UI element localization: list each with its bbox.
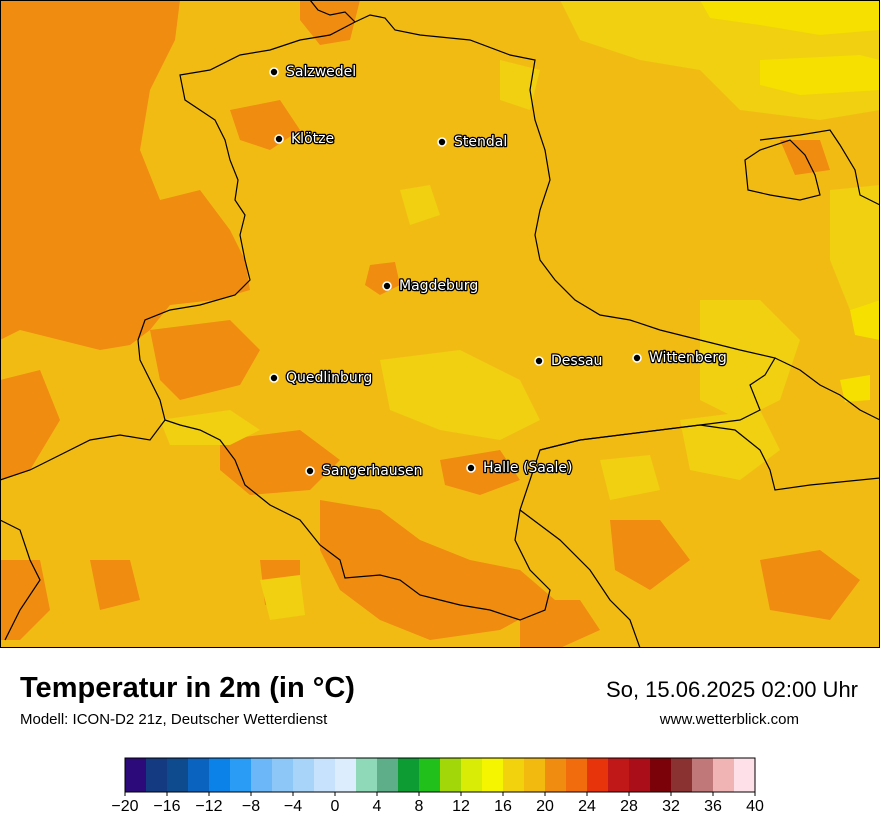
south-border [519,509,641,648]
legend-tick-label: 0 [331,798,340,815]
model-info: Modell: ICON-D2 21z, Deutscher Wetterdie… [20,711,328,728]
legend-tick-label: −16 [153,798,180,815]
legend-swatch [566,758,588,792]
city-label: Salzwedel [286,64,356,80]
legend-tick-label: 32 [662,798,680,815]
city-dot [274,134,284,144]
city-dot [437,137,447,147]
legend-swatch [272,758,294,792]
legend-swatch [482,758,504,792]
city-salzwedel: Salzwedel [269,63,357,81]
legend-swatch [251,758,273,792]
brandenburg-border-east [759,129,880,206]
city-dot [269,67,279,77]
legend-tick-label: 8 [415,798,424,815]
map-title: Temperatur in 2m (in °C) [20,672,355,704]
city-label: Klötze [291,131,334,147]
legend-tick-label: 12 [452,798,470,815]
legend-tick-label: 4 [373,798,382,815]
city-quedlinburg: Quedlinburg [269,369,374,387]
legend-swatch [356,758,378,792]
legend-swatch [608,758,630,792]
legend-swatch [734,758,756,792]
east-border-2 [774,357,880,421]
bright-yellow-areas [700,0,880,402]
thuringia-border-west [0,419,166,481]
legend-tick-label: −4 [284,798,302,815]
legend-swatches [124,757,756,793]
city-stendal: Stendal [437,133,509,151]
legend-swatch [587,758,609,792]
state-borders [0,0,880,648]
legend-swatch [188,758,210,792]
legend-tick-label: 28 [620,798,638,815]
city-dot [466,463,476,473]
legend-swatch [314,758,336,792]
saxony-anhalt-border [137,14,776,621]
west-border [309,0,356,23]
city-klötze: Klötze [274,130,335,148]
city-dot [269,373,279,383]
legend-swatch [713,758,735,792]
temperature-color-legend: −20 −16 −12 −8 −4 0 4 8 12 16 20 24 28 32 36 40 [111,757,764,815]
city-wittenberg: Wittenberg [632,349,728,367]
legend-tick-label: 20 [536,798,554,815]
city-label: Sangerhausen [322,463,422,479]
legend-swatch [671,758,693,792]
city-dessau: Dessau [534,352,604,370]
city-dot [305,466,315,476]
legend-swatch [419,758,441,792]
legend-swatch [377,758,399,792]
saxony-border [539,424,880,491]
legend-swatch [692,758,714,792]
legend-tick-label: 36 [704,798,722,815]
legend-swatch [335,758,357,792]
legend-tick-labels: −20 −16 −12 −8 −4 0 4 8 12 16 20 24 28 32 36 40 [111,792,764,815]
southwest-border [0,519,41,641]
city-label: Dessau [551,353,602,369]
legend-tick-label: −20 [111,798,138,815]
legend-swatch [125,758,147,792]
city-markers: Salzwedel Klötze Stendal Magdeburg Dessau Wit… [269,63,728,480]
legend-swatch [209,758,231,792]
city-sangerhausen: Sangerhausen [305,462,424,480]
warm-temperature-areas [0,0,860,648]
city-label: Halle (Saale) [483,460,572,476]
city-dot [534,356,544,366]
legend-swatch [293,758,315,792]
city-dot [382,281,392,291]
legend-swatch [146,758,168,792]
city-dot [632,353,642,363]
website-link[interactable]: www.wetterblick.com [659,711,799,728]
legend-swatch [461,758,483,792]
city-label: Magdeburg [399,278,478,294]
city-magdeburg: Magdeburg [382,277,480,295]
city-halle-saale: Halle (Saale) [466,459,574,477]
legend-outline [124,757,756,793]
legend-swatch [503,758,525,792]
legend-swatch [524,758,546,792]
brandenburg-enclave [744,139,821,201]
forecast-datetime: So, 15.06.2025 02:00 Uhr [606,677,858,702]
legend-swatch [230,758,252,792]
legend-tick-label: −12 [195,798,222,815]
legend-tick-label: −8 [242,798,260,815]
legend-swatch [545,758,567,792]
legend-tick-label: 40 [746,798,764,815]
city-label: Quedlinburg [286,370,372,386]
legend-swatch [167,758,189,792]
city-label: Wittenberg [649,350,727,366]
temperature-map: Salzwedel Klötze Stendal Magdeburg Dessau Wit… [0,0,880,648]
city-label: Stendal [454,134,507,150]
legend-tick-label: 16 [494,798,512,815]
legend-swatch [440,758,462,792]
legend-swatch [650,758,672,792]
legend-tick-label: 24 [578,798,596,815]
legend-swatch [398,758,420,792]
legend-swatch [629,758,651,792]
